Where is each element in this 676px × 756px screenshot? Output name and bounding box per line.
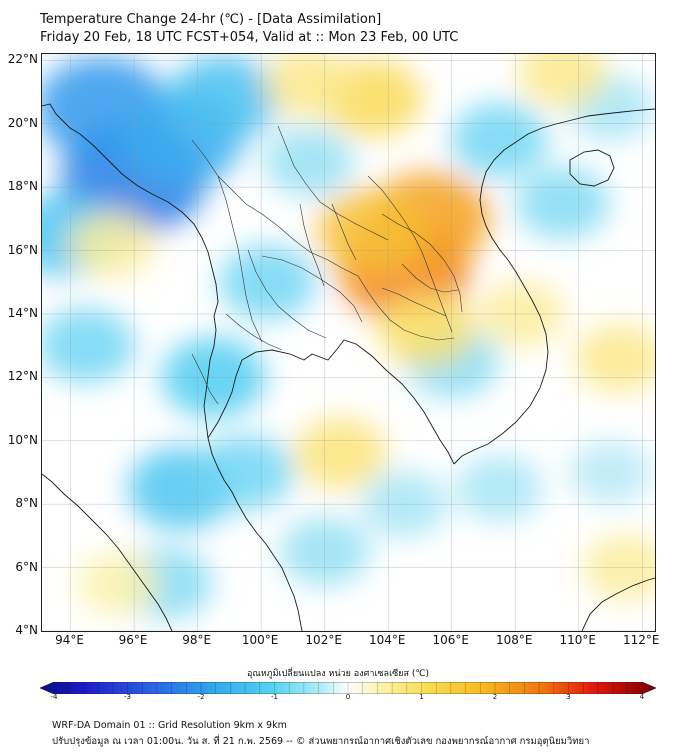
border-line xyxy=(217,175,263,343)
cooling-region xyxy=(219,245,316,320)
colorbar-tick-label: 1 xyxy=(419,693,424,701)
lon-label: 112°E xyxy=(623,633,660,647)
cooling-region xyxy=(196,435,294,510)
colorbar-tick-label: -4 xyxy=(50,693,58,701)
map-panel xyxy=(41,53,656,632)
cooling-region xyxy=(516,167,610,239)
coastlines xyxy=(42,103,655,631)
warming-region xyxy=(316,188,428,275)
lat-label: 10°N xyxy=(7,432,38,447)
chart-subtitle: Friday 20 Feb, 18 UTC FCST+054, Valid at… xyxy=(40,30,459,45)
lat-label: 22°N xyxy=(7,52,38,67)
border-line xyxy=(381,213,463,313)
warming-region xyxy=(264,54,354,117)
warming-region xyxy=(293,417,388,490)
temperature-map xyxy=(42,54,655,631)
cooling-region xyxy=(167,55,279,142)
warming-region xyxy=(518,54,608,108)
border-line xyxy=(299,203,325,287)
lon-label: 110°E xyxy=(559,633,597,647)
colorbar-tick-label: -1 xyxy=(271,693,278,701)
lat-label: 16°N xyxy=(7,242,38,257)
border-line xyxy=(331,203,357,261)
cooling-region xyxy=(450,102,548,177)
lat-label: 8°N xyxy=(15,496,38,511)
border-line xyxy=(381,287,447,317)
coastline-gulf-thailand xyxy=(207,339,455,465)
lon-label: 104°E xyxy=(368,633,406,647)
lon-label: 106°E xyxy=(432,633,469,647)
colorbar-tick-label: -3 xyxy=(124,693,131,701)
border-line xyxy=(191,139,359,277)
lon-label: 100°E xyxy=(241,633,279,647)
colorbar-ticks xyxy=(53,682,643,694)
lon-label: 98°E xyxy=(182,633,212,647)
colorbar-tick-label: 4 xyxy=(639,693,645,701)
colorbar-tick-label: 3 xyxy=(566,693,571,701)
cooling-region xyxy=(42,308,135,383)
colorbar-title: อุณหภูมิเปลี่ยนแปลง หน่วย องศาเซลเซียส (… xyxy=(246,669,430,679)
coastline-mekong-delta xyxy=(453,108,655,465)
border-line xyxy=(225,313,283,351)
coastline-sumatra xyxy=(42,473,173,631)
warming-region xyxy=(575,323,655,393)
warming-region xyxy=(377,292,475,368)
border-line xyxy=(357,275,455,341)
border-line xyxy=(191,353,219,405)
colorbar-tick-label: 0 xyxy=(345,693,351,701)
border-line xyxy=(277,125,389,241)
border-line xyxy=(367,175,453,333)
border-line xyxy=(401,263,459,293)
lat-label: 18°N xyxy=(7,179,38,194)
chart-title: Temperature Change 24-hr (℃) - [Data Ass… xyxy=(40,12,382,27)
temperature-field xyxy=(42,54,655,620)
province-borders xyxy=(191,125,463,405)
footer-line-1: WRF-DA Domain 01 :: Grid Resolution 9km … xyxy=(52,720,287,731)
lat-label: 6°N xyxy=(15,559,38,574)
lon-label: 96°E xyxy=(118,633,148,647)
lat-label: 12°N xyxy=(7,369,38,384)
colorbar-tick-label: 2 xyxy=(492,693,498,701)
cooling-region xyxy=(569,440,652,505)
lat-label: 4°N xyxy=(15,623,38,637)
border-line xyxy=(247,249,327,339)
lat-label: 20°N xyxy=(7,115,38,130)
colorbar-tick-label: -2 xyxy=(197,693,205,701)
lat-label: 14°N xyxy=(7,305,38,320)
cooling-region xyxy=(263,127,354,197)
gridlines xyxy=(42,54,655,631)
footer-line-2: ปรับปรุงข้อมูล ณ เวลา 01:00น. วัน ส. ที่… xyxy=(52,736,590,747)
warming-region xyxy=(68,211,155,278)
coastline-borneo xyxy=(581,577,655,631)
lon-label: 94°E xyxy=(55,633,85,647)
lon-label: 102°E xyxy=(305,633,342,647)
warming-region xyxy=(77,551,160,616)
lon-label: 108°E xyxy=(495,633,533,647)
colorbar xyxy=(39,679,657,695)
cooling-region xyxy=(456,455,543,522)
coastline-mainland xyxy=(42,103,303,631)
coastline-hainan xyxy=(569,149,615,187)
